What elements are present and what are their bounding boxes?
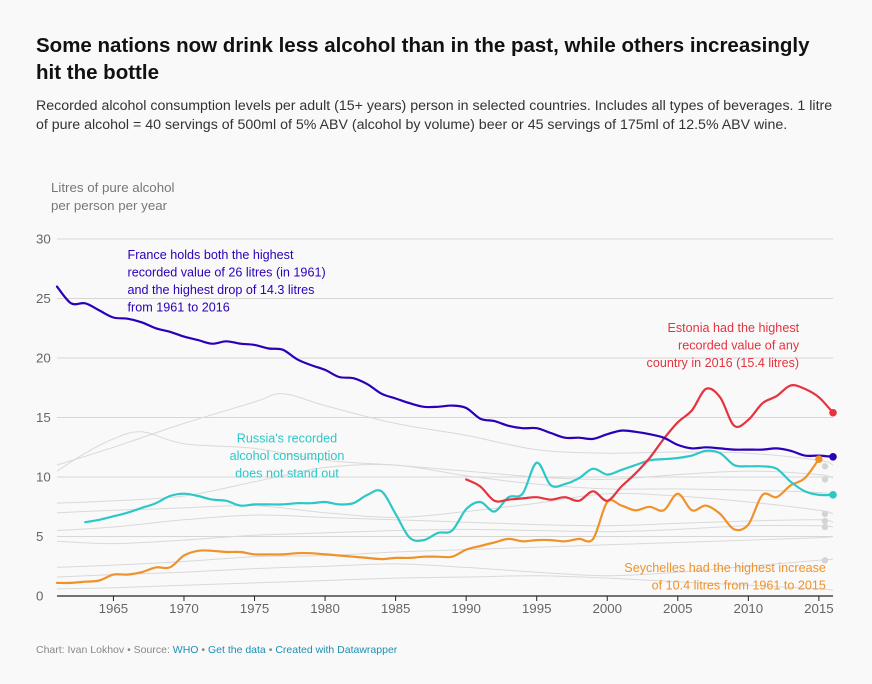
background-series-line	[56, 492, 834, 519]
end-point-dot	[821, 476, 829, 483]
russia-annotation: Russia's recorded alcohol consumption does…	[230, 431, 345, 480]
x-tick-label: 2010	[734, 601, 764, 616]
france-end-dot	[829, 452, 837, 461]
chart-footer: Chart: Ivan Lokhov • Source: WHO • Get t…	[36, 644, 397, 656]
chart-credit: Chart: Ivan Lokhov	[36, 644, 125, 656]
x-tick-label: 2005	[663, 601, 693, 616]
footer-separator: •	[201, 644, 206, 656]
russia-series-line	[84, 449, 835, 542]
get-data-link[interactable]: Get the data	[207, 644, 266, 656]
y-tick-label: 25	[36, 291, 51, 306]
end-point-dot	[821, 523, 829, 531]
x-tick-label: 1990	[451, 601, 481, 616]
source-link[interactable]: WHO	[172, 644, 199, 656]
y-tick-label: 5	[36, 529, 43, 544]
x-tick-label: 2015	[804, 601, 834, 616]
france-series-line	[55, 285, 835, 458]
end-point-dot	[821, 517, 829, 525]
footer-separator: •	[127, 644, 131, 656]
background-series-line	[56, 463, 834, 504]
y-axis-label: Litres of pure alcohol per person per yea…	[51, 180, 174, 213]
x-tick-label: 1970	[169, 601, 199, 616]
estonia-end-dot	[829, 408, 837, 417]
annotation-line: from 1961 to 2016	[128, 301, 230, 315]
annotation-line: Seychelles had the highest increase	[624, 561, 826, 575]
annotation-line: Estonia had the highest	[667, 321, 799, 335]
annotation-line: does not stand out	[235, 466, 339, 480]
y-axis-label-line: per person per year	[51, 198, 168, 213]
x-tick-label: 1975	[240, 601, 270, 616]
annotation-line: Russia's recorded	[237, 431, 337, 445]
y-tick-label: 0	[36, 589, 43, 604]
end-point-dot	[821, 510, 829, 518]
x-tick-label: 2000	[592, 601, 622, 616]
end-point-dot	[821, 463, 829, 470]
background-series-line	[56, 575, 834, 591]
annotation-line: country in 2016 (15.4 litres)	[647, 356, 800, 370]
chart-subtitle: Recorded alcohol consumption levels per …	[36, 98, 833, 133]
seychelles-series-line	[55, 458, 820, 585]
estonia-annotation: Estonia had the highest recorded value of…	[647, 321, 800, 370]
y-tick-label: 20	[36, 351, 51, 366]
end-point-dot	[821, 557, 829, 564]
estonia-series-line	[465, 384, 835, 503]
y-axis-label-line: Litres of pure alcohol	[51, 180, 174, 195]
footer-separator: •	[268, 644, 273, 656]
x-tick-label: 1995	[522, 601, 552, 616]
chart-title: Some nations now drink less alcohol than…	[36, 34, 810, 84]
created-with-link[interactable]: Created with Datawrapper	[275, 644, 398, 656]
y-tick-label: 15	[36, 410, 51, 425]
annotation-line: of 10.4 litres from 1961 to 2015	[652, 579, 826, 593]
x-tick-label: 1965	[99, 601, 129, 616]
seychelles-end-dot	[815, 455, 823, 463]
annotation-line: France holds both the highest	[128, 248, 294, 262]
france-annotation: France holds both the highest recorded va…	[128, 248, 326, 315]
y-tick-label: 30	[36, 232, 51, 247]
annotation-line: recorded value of 26 litres (in 1961)	[128, 266, 326, 280]
background-series-line	[56, 514, 834, 531]
x-tick-label: 1980	[310, 601, 340, 616]
background-series-line	[56, 393, 834, 466]
x-tick-label: 1985	[381, 601, 411, 616]
source-label: Source:	[133, 644, 170, 656]
annotation-line: recorded value of any	[678, 338, 800, 352]
annotation-line: alcohol consumption	[230, 449, 345, 463]
line-chart: Litres of pure alcohol per person per yea…	[36, 180, 837, 616]
y-tick-label: 10	[36, 470, 51, 485]
background-series-line	[56, 558, 834, 578]
seychelles-annotation: Seychelles had the highest increase of 10…	[624, 561, 826, 593]
russia-end-dot	[829, 491, 837, 499]
annotation-line: and the highest drop of 14.3 litres	[128, 283, 315, 297]
